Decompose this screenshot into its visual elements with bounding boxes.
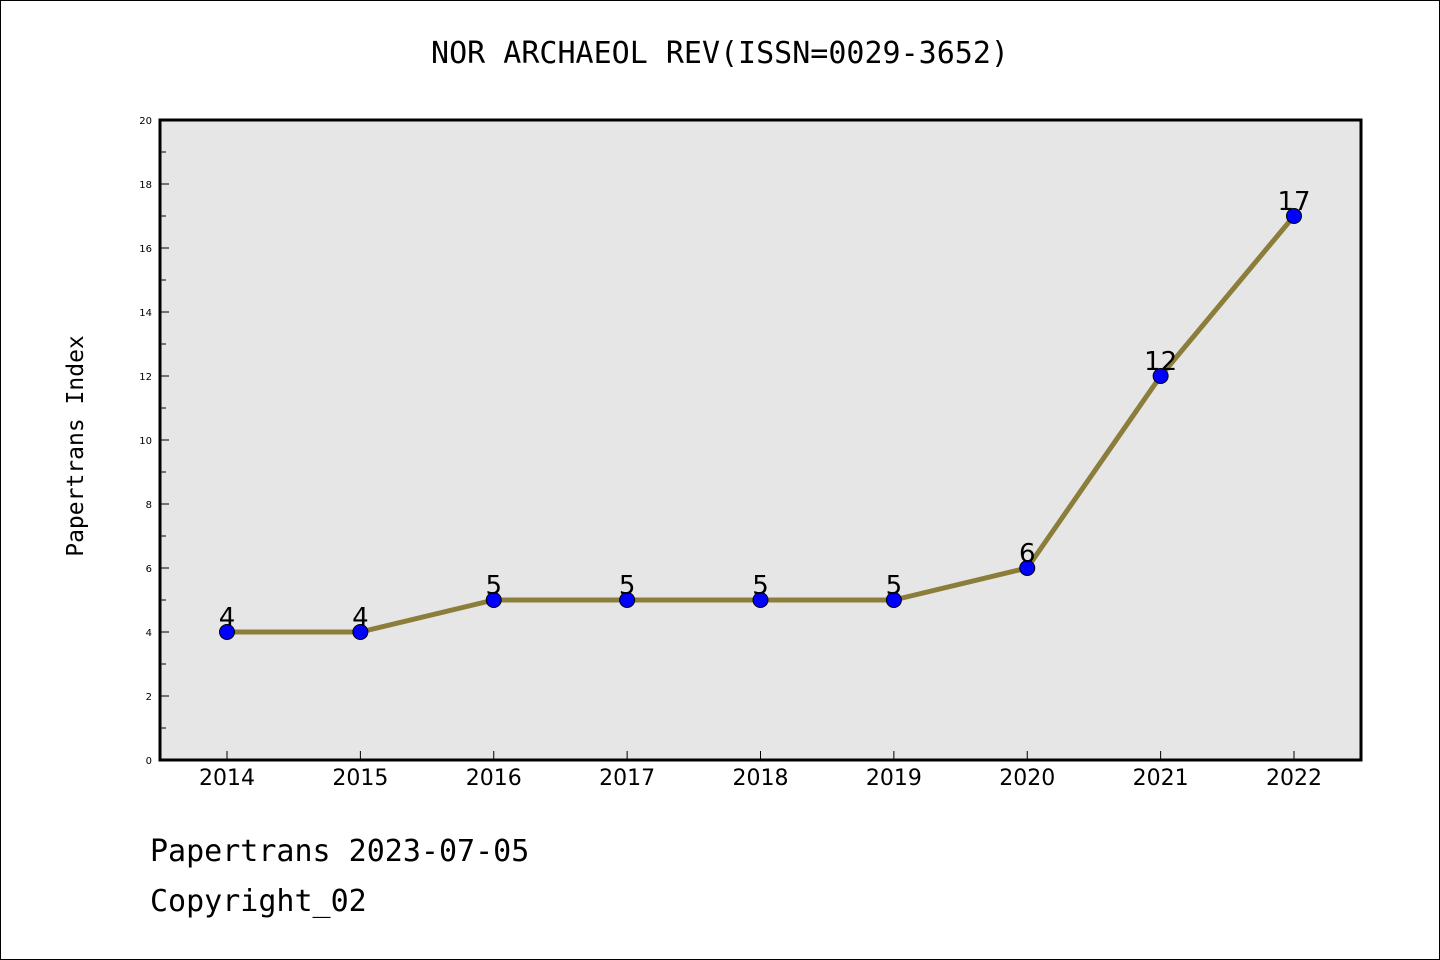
data-label: 6 <box>1019 539 1036 569</box>
y-tick-label: 0 <box>146 756 152 767</box>
x-tick-label: 2019 <box>866 766 922 791</box>
plot-border <box>158 118 1363 762</box>
y-tick-label: 10 <box>139 436 152 447</box>
x-axis: 2014 2015 2016 2017 2018 2019 2020 2021 2022 <box>199 751 1322 791</box>
y-tick-label: 4 <box>146 628 152 639</box>
data-labels: 4 4 5 5 5 5 6 12 17 <box>219 187 1311 633</box>
x-tick-label: 2018 <box>733 766 789 791</box>
data-point <box>1286 208 1302 224</box>
data-point <box>485 592 502 608</box>
data-point <box>1019 560 1036 576</box>
data-point <box>352 624 369 640</box>
y-tick-label: 2 <box>146 692 152 703</box>
x-tick-label: 2017 <box>599 766 655 791</box>
footer-date: Papertrans 2023-07-05 <box>150 834 530 869</box>
data-label: 5 <box>619 571 636 601</box>
data-label: 5 <box>752 571 769 601</box>
data-point <box>1152 368 1169 384</box>
y-tick-label: 16 <box>139 244 152 255</box>
data-label: 4 <box>352 603 369 633</box>
footer-copyright: Copyright_02 <box>150 884 367 919</box>
series-markers <box>219 208 1302 640</box>
x-tick-label: 2014 <box>199 766 255 791</box>
plot-area <box>160 120 1361 760</box>
data-point <box>752 592 769 608</box>
x-tick-label: 2021 <box>1133 766 1189 791</box>
data-label: 5 <box>886 571 903 601</box>
y-tick-label: 20 <box>139 116 152 127</box>
y-tick-label: 14 <box>139 308 152 319</box>
chart-title: NOR ARCHAEOL REV(ISSN=0029-3652) <box>431 36 1009 71</box>
data-point <box>619 592 636 608</box>
data-label: 4 <box>219 603 236 633</box>
x-tick-label: 2015 <box>332 766 388 791</box>
data-point <box>219 624 235 640</box>
data-label: 17 <box>1277 187 1310 217</box>
x-tick-label: 2022 <box>1266 766 1322 791</box>
data-label: 5 <box>485 571 502 601</box>
x-tick-label: 2016 <box>466 766 522 791</box>
y-tick-label: 8 <box>146 500 152 511</box>
data-point <box>885 592 902 608</box>
data-label: 12 <box>1144 347 1177 377</box>
y-tick-label: 12 <box>139 372 152 383</box>
y-tick-label: 18 <box>139 180 152 191</box>
x-tick-label: 2020 <box>999 766 1055 791</box>
y-tick-label: 6 <box>146 564 152 575</box>
